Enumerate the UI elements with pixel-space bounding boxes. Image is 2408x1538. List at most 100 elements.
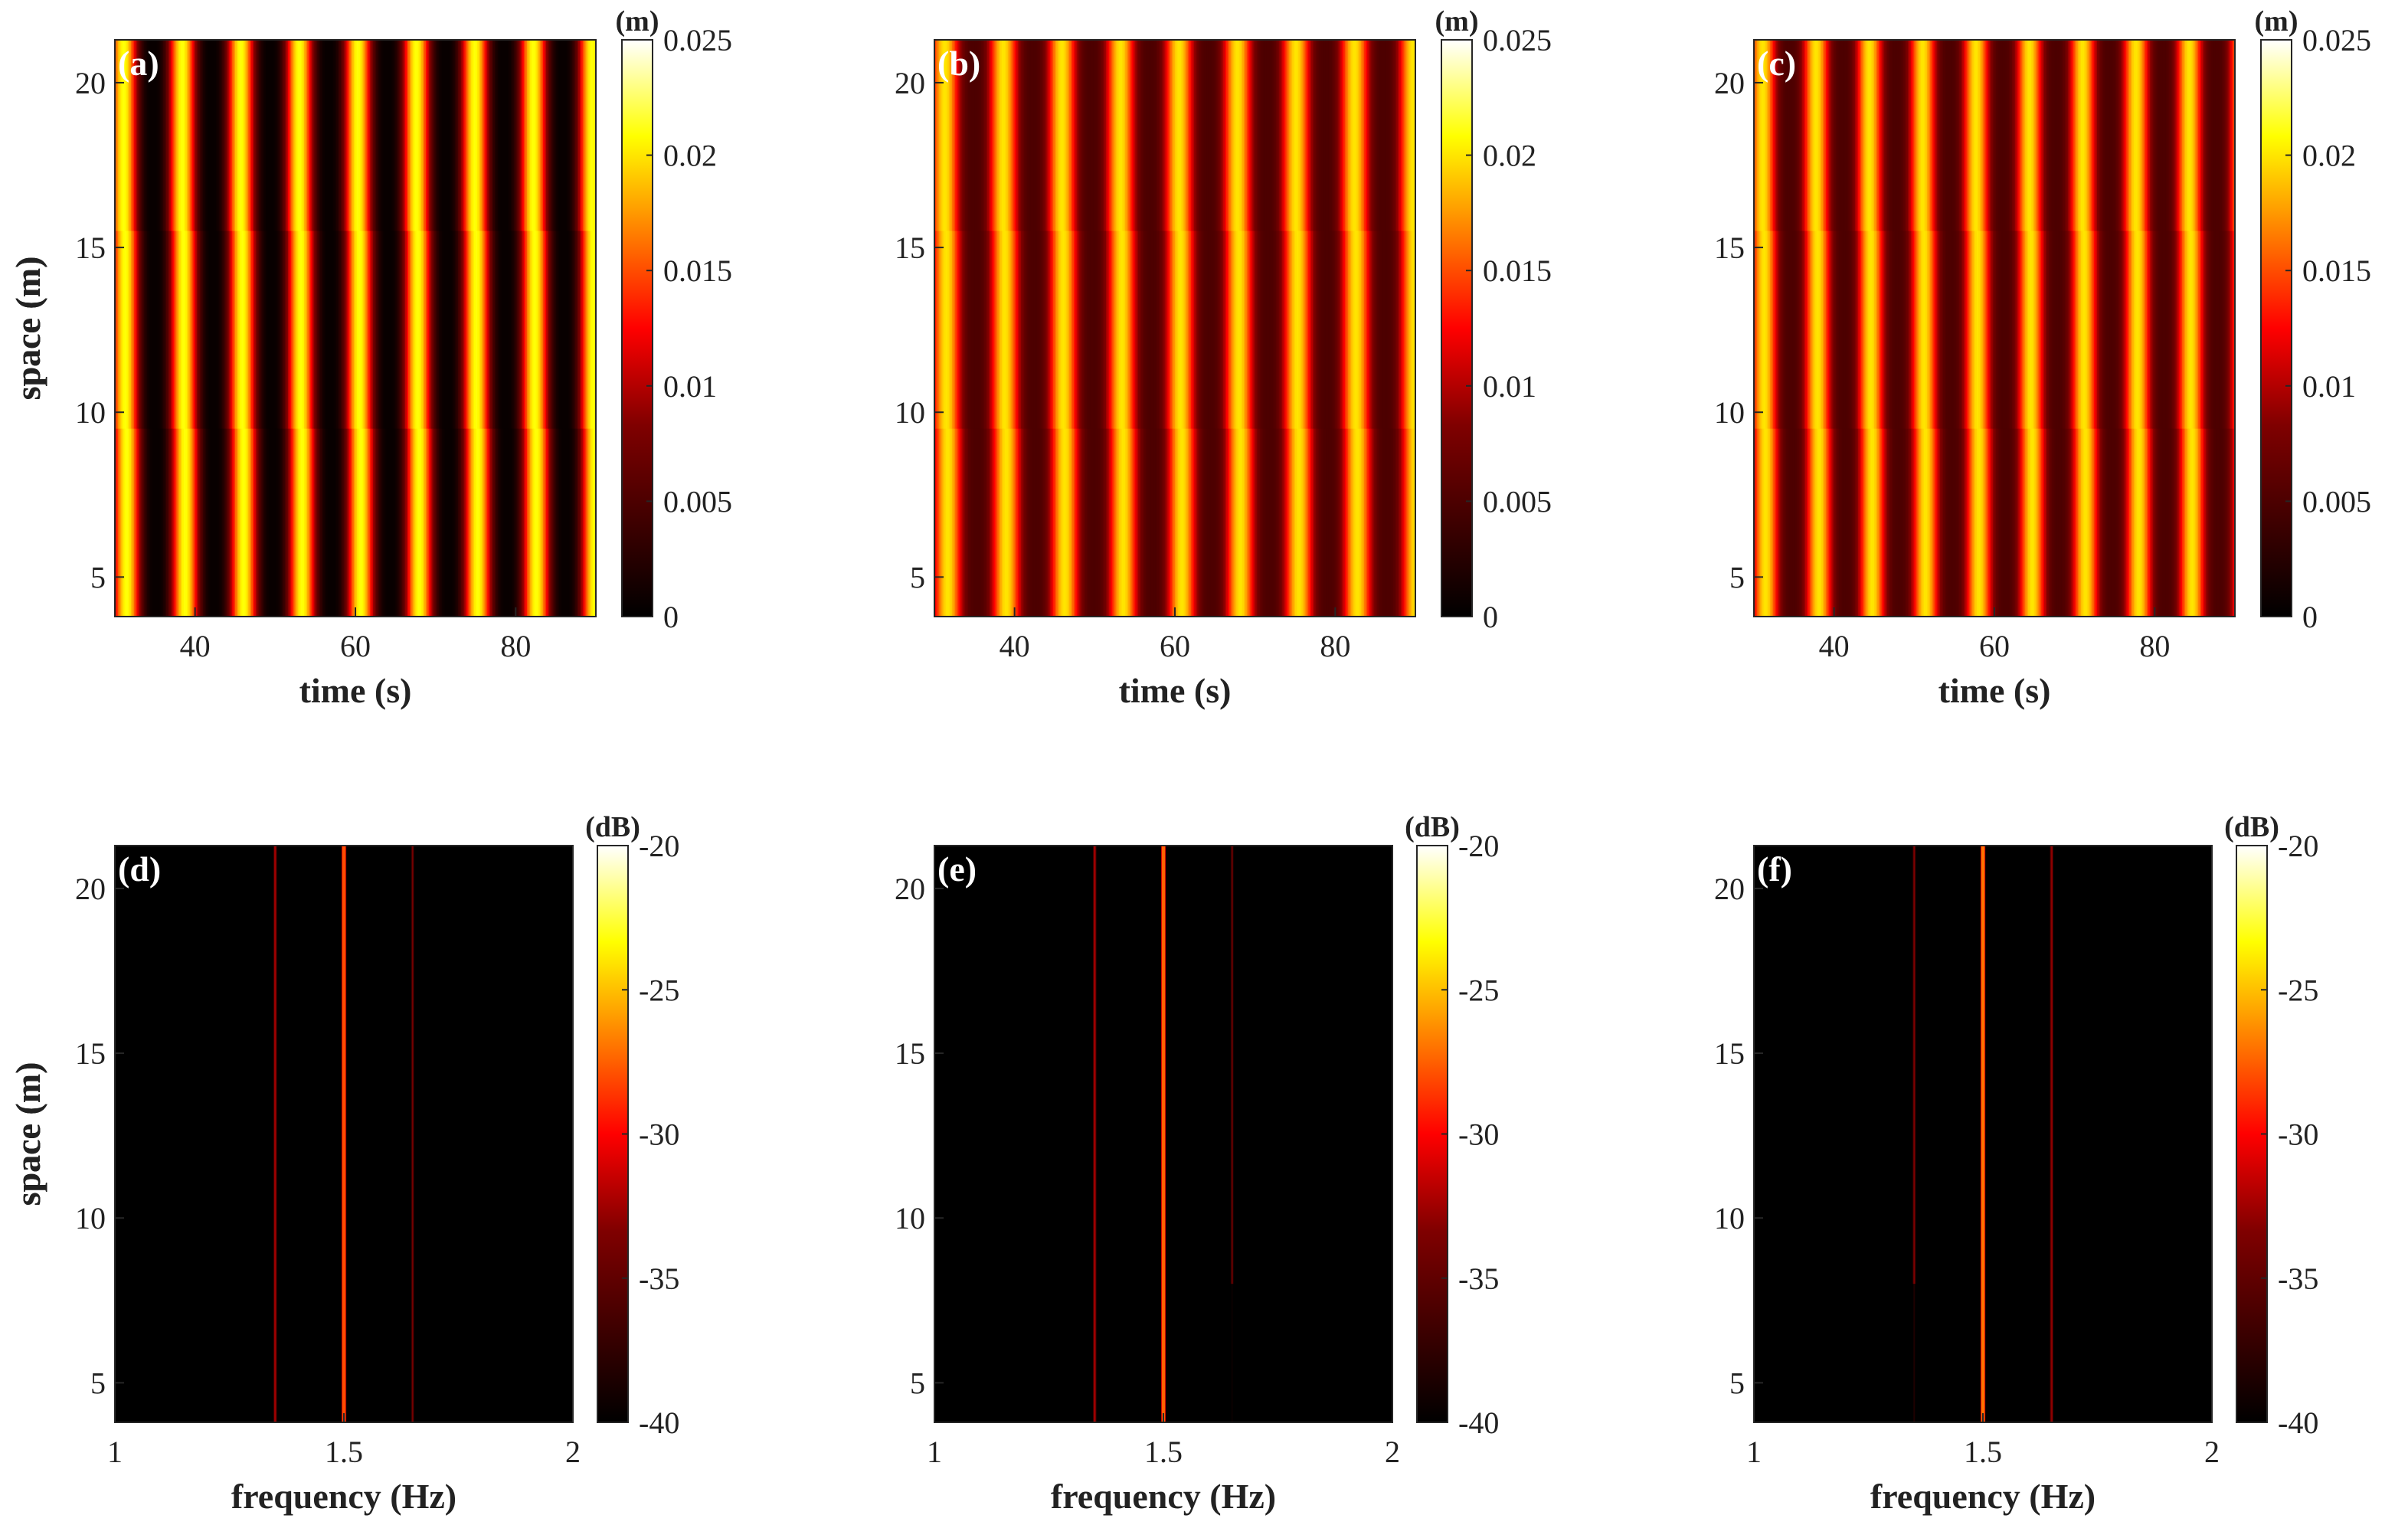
panel-label: (e) xyxy=(937,849,977,888)
y-axis-label: space (m) xyxy=(8,1062,47,1206)
x-axis-label: frequency (Hz) xyxy=(1870,1477,2096,1516)
colorbar-tick-label: -30 xyxy=(1458,1118,1499,1152)
spectral-line-0 xyxy=(1094,846,1096,1422)
colorbar: 0 0.005 0.01 0.015 0.02 0.025(m) xyxy=(1435,5,1552,634)
heatmap-image xyxy=(1754,40,2235,617)
heatmap-image xyxy=(934,846,1392,1422)
x-tick-label: 40 xyxy=(1000,629,1030,663)
x-tick-label: 80 xyxy=(1320,629,1350,663)
spectral-line-2 xyxy=(2050,846,2053,1422)
y-tick-label: 5 xyxy=(1729,560,1745,594)
colorbar: -40 -35 -30 -25 -20(dB) xyxy=(2224,811,2318,1440)
panel-label: (c) xyxy=(1757,44,1796,83)
x-axis-label: time (s) xyxy=(1119,671,1232,710)
y-tick-label: 5 xyxy=(1729,1366,1745,1400)
y-tick-label: 5 xyxy=(910,560,925,594)
y-tick-label: 10 xyxy=(895,395,925,430)
colorbar-tick-label: -30 xyxy=(2278,1118,2318,1152)
y-tick-label: 10 xyxy=(75,395,106,430)
spectral-line-1 xyxy=(342,846,346,1422)
y-tick-label: 20 xyxy=(1714,872,1745,906)
y-tick-label: 20 xyxy=(895,66,925,100)
x-tick-label: 80 xyxy=(2139,629,2170,663)
colorbar-tick-label: 0.02 xyxy=(1483,139,1536,173)
colorbar-tick-label: 0.02 xyxy=(663,139,717,173)
colorbar-tick-label: 0.025 xyxy=(2302,23,2371,57)
colorbar-tick-label: 0.01 xyxy=(2302,369,2356,404)
colorbar-tick-label: -20 xyxy=(1458,829,1499,863)
colorbar-unit: (m) xyxy=(616,5,659,38)
colorbar-tick-label: 0.01 xyxy=(663,369,717,404)
x-tick-label: 40 xyxy=(180,629,211,663)
colorbar-tick-label: -40 xyxy=(639,1405,679,1440)
colorbar-tick-label: 0.015 xyxy=(1483,254,1552,288)
y-axis-label: space (m) xyxy=(8,257,47,401)
x-tick-label: 1.5 xyxy=(1144,1435,1183,1469)
spectral-line-0 xyxy=(274,846,276,1422)
y-tick-label: 20 xyxy=(75,872,106,906)
colorbar-tick-label: 0.005 xyxy=(1483,484,1552,519)
x-tick-label: 2 xyxy=(2204,1435,2220,1469)
heatmap-image xyxy=(934,40,1415,617)
y-tick-label: 10 xyxy=(895,1201,925,1235)
y-tick-label: 15 xyxy=(895,231,925,265)
colorbar-tick-label: 0 xyxy=(663,600,679,634)
y-tick-label: 10 xyxy=(1714,1201,1745,1235)
x-tick-label: 2 xyxy=(565,1435,581,1469)
colorbar-tick-label: -25 xyxy=(1458,973,1499,1007)
spectral-line-1 xyxy=(1981,846,1985,1422)
spectral-line-0 xyxy=(1913,846,1916,1284)
colorbar: -40 -35 -30 -25 -20(dB) xyxy=(585,811,679,1440)
colorbar-unit: (m) xyxy=(1435,5,1479,38)
y-tick-label: 20 xyxy=(895,872,925,906)
colorbar-tick-label: -20 xyxy=(2278,829,2318,863)
colorbar-tick-label: 0.015 xyxy=(663,254,732,288)
y-tick-label: 20 xyxy=(75,66,106,100)
heatmap-image xyxy=(115,40,596,617)
y-axis-label: space (m) xyxy=(8,1062,47,1206)
x-axis-label: frequency (Hz) xyxy=(1051,1477,1276,1516)
y-tick-label: 15 xyxy=(75,231,106,265)
colorbar-gradient xyxy=(1441,39,1473,617)
panel-label: (d) xyxy=(118,849,161,888)
colorbar: -40 -35 -30 -25 -20(dB) xyxy=(1405,811,1499,1440)
colorbar-tick-label: -40 xyxy=(2278,1405,2318,1440)
x-tick-label: 1 xyxy=(107,1435,123,1469)
x-axis-label: time (s) xyxy=(299,671,412,710)
colorbar-tick-label: 0.025 xyxy=(1483,23,1552,57)
colorbar: 0 0.005 0.01 0.015 0.02 0.025(m) xyxy=(2255,5,2371,634)
spectral-line-2 xyxy=(1231,846,1233,1284)
x-tick-label: 1 xyxy=(1746,1435,1762,1469)
colorbar-unit: (m) xyxy=(2255,5,2298,38)
colorbar-tick-label: 0.01 xyxy=(1483,369,1536,404)
x-tick-label: 1.5 xyxy=(1964,1435,2002,1469)
colorbar-unit: (dB) xyxy=(585,811,640,843)
colorbar: 0 0.005 0.01 0.015 0.02 0.025(m) xyxy=(616,5,732,634)
colorbar-tick-label: 0.015 xyxy=(2302,254,2371,288)
colorbar-tick-label: -40 xyxy=(1458,1405,1499,1440)
colorbar-tick-label: -20 xyxy=(639,829,679,863)
x-tick-label: 1.5 xyxy=(325,1435,363,1469)
y-tick-label: 10 xyxy=(75,1201,106,1235)
y-tick-label: 5 xyxy=(910,1366,925,1400)
panel-label: (b) xyxy=(937,44,980,83)
heatmap-image xyxy=(115,846,573,1422)
y-axis-label: space (m) xyxy=(8,257,47,401)
colorbar-tick-label: -35 xyxy=(639,1261,679,1296)
x-tick-label: 60 xyxy=(1160,629,1190,663)
x-tick-label: 80 xyxy=(500,629,531,663)
colorbar-tick-label: -35 xyxy=(2278,1261,2318,1296)
y-tick-label: 15 xyxy=(1714,1036,1745,1071)
x-axis-label: time (s) xyxy=(1939,671,2051,710)
colorbar-tick-label: -30 xyxy=(639,1118,679,1152)
x-tick-label: 2 xyxy=(1385,1435,1400,1469)
colorbar-tick-label: 0.005 xyxy=(2302,484,2371,519)
colorbar-tick-label: -25 xyxy=(639,973,679,1007)
y-tick-label: 5 xyxy=(90,1366,106,1400)
y-axis-label: space (m) xyxy=(8,1062,47,1206)
colorbar-tick-label: 0.025 xyxy=(663,23,732,57)
x-tick-label: 60 xyxy=(340,629,371,663)
